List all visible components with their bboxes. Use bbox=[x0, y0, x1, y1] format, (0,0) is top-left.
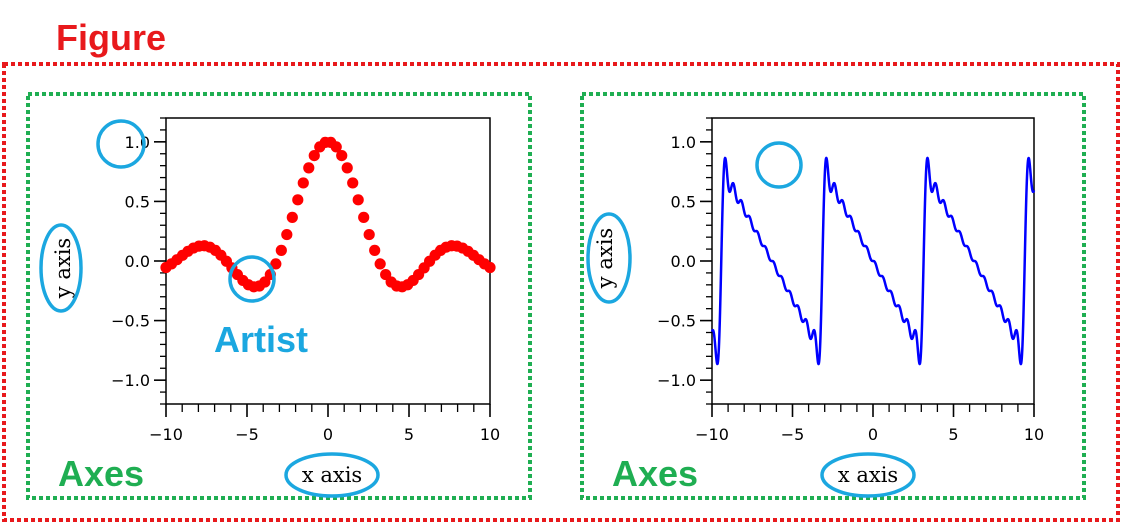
scatter-point bbox=[297, 177, 309, 189]
axes-label-right: Axes bbox=[612, 453, 698, 494]
y-tick-label: 0.5 bbox=[125, 192, 150, 211]
y-tick-label: −0.5 bbox=[657, 312, 696, 331]
scatter-point bbox=[484, 261, 496, 274]
x-tick-label: −10 bbox=[149, 425, 183, 444]
y-axis-label-right: y axis bbox=[593, 228, 617, 289]
scatter-point bbox=[275, 244, 287, 256]
scatter-point bbox=[374, 258, 386, 270]
scatter-point bbox=[358, 211, 370, 223]
scatter-point bbox=[286, 211, 298, 223]
y-tick-label: 1.0 bbox=[671, 133, 696, 152]
x-tick-label: 10 bbox=[480, 425, 500, 444]
ticks-right: −10 −5 0 5 10 −1.0 −0.5 0.0 0.5 1.0 bbox=[657, 117, 1044, 444]
x-axis-label-right: x axis bbox=[838, 463, 898, 487]
scatter-point bbox=[292, 194, 304, 206]
y-tick-label: 0.0 bbox=[671, 252, 696, 271]
y-tick-label: −1.0 bbox=[657, 371, 696, 390]
x-axis-label-left: x axis bbox=[302, 463, 362, 487]
artist-label: Artist bbox=[214, 319, 308, 360]
x-tick-label: 5 bbox=[404, 425, 414, 444]
scatter-point bbox=[308, 149, 320, 162]
scatter-point bbox=[330, 141, 342, 153]
x-tick-label: 0 bbox=[868, 425, 878, 444]
plot-frame-left bbox=[165, 117, 491, 405]
y-tick-label: −0.5 bbox=[111, 312, 150, 331]
scatter-point bbox=[336, 149, 348, 162]
x-tick-label: 10 bbox=[1024, 425, 1044, 444]
scatter-point bbox=[270, 258, 282, 270]
y-tick-label: 0.0 bbox=[125, 252, 150, 271]
figure-boundary bbox=[2, 62, 1120, 522]
series-left bbox=[160, 136, 496, 293]
y-axis-label-left: y axis bbox=[51, 238, 75, 299]
scatter-point bbox=[363, 228, 375, 241]
x-tick-label: −5 bbox=[781, 425, 805, 444]
series-line-right bbox=[710, 156, 1036, 366]
scatter-point bbox=[281, 228, 293, 241]
annotations bbox=[39, 119, 916, 498]
x-tick-label: −5 bbox=[235, 425, 259, 444]
axes-boundary-right bbox=[580, 92, 1086, 500]
x-tick-label: 5 bbox=[948, 425, 958, 444]
x-tick-label: 0 bbox=[323, 425, 333, 444]
highlight-x-axis-label-right bbox=[820, 452, 916, 498]
highlight-line-peak-circle bbox=[755, 141, 803, 189]
chart-left: −10 −5 0 5 10 −1.0 −0.5 0.0 0.5 1.0 x axis y axis bbox=[51, 117, 500, 487]
x-tick-label: −10 bbox=[695, 425, 729, 444]
figure-label: Figure bbox=[56, 17, 166, 58]
highlight-x-axis-label-left bbox=[284, 452, 380, 498]
highlight-y-axis-label-left bbox=[39, 223, 83, 313]
axes-label-left: Axes bbox=[58, 453, 144, 494]
y-tick-label: 1.0 bbox=[125, 133, 150, 152]
highlight-tick-label-circle bbox=[96, 119, 146, 169]
scatter-point bbox=[347, 177, 359, 189]
highlight-y-axis-label-right bbox=[586, 212, 632, 304]
scatter-point bbox=[341, 162, 353, 174]
y-tick-label: −1.0 bbox=[111, 371, 150, 390]
axes-boundary-left bbox=[26, 92, 532, 500]
scatter-point bbox=[303, 162, 315, 174]
scatter-point bbox=[352, 194, 364, 206]
y-tick-label: 0.5 bbox=[671, 192, 696, 211]
chart-right: −10 −5 0 5 10 −1.0 −0.5 0.0 0.5 1.0 x axis y axis bbox=[593, 117, 1044, 487]
scatter-point bbox=[369, 244, 381, 256]
highlight-artist-circle bbox=[228, 255, 276, 303]
